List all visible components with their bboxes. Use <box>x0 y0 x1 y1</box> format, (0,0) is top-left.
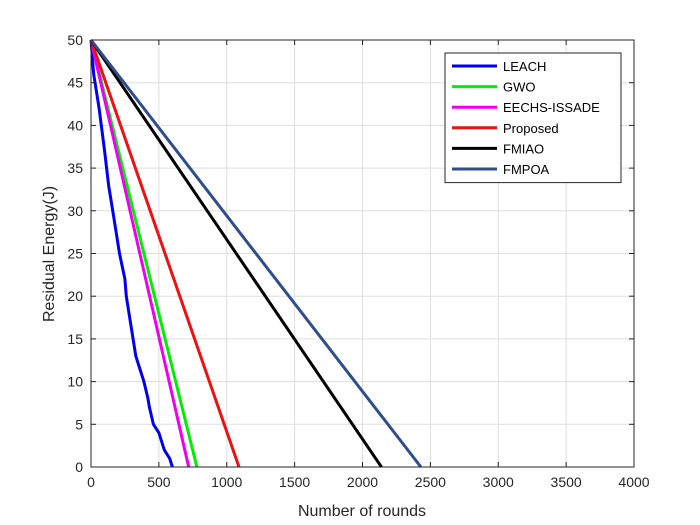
series-line-eechs-issade <box>89 39 191 468</box>
y-tick-label: 45 <box>67 75 83 91</box>
series-line-fmpoa <box>89 39 423 468</box>
y-tick-label: 35 <box>67 160 83 176</box>
x-tick-label: 3000 <box>483 474 514 490</box>
y-tick-label: 0 <box>75 459 83 475</box>
y-tick-label: 20 <box>67 288 83 304</box>
x-tick-label: 2000 <box>347 474 378 490</box>
y-axis-label: Residual Energy(J) <box>41 186 58 322</box>
legend-label-gwo: GWO <box>503 80 536 95</box>
y-tick-label: 30 <box>67 203 83 219</box>
series-line-leach <box>89 39 174 468</box>
series-line-fmiao <box>89 39 383 468</box>
x-axis-label: Number of rounds <box>298 503 426 520</box>
legend-label-fmpoa: FMPOA <box>503 162 550 177</box>
x-axis-ticks: 0 500 1000 1500 2000 2500 3000 3500 4000 <box>87 40 650 490</box>
x-tick-label: 500 <box>147 474 171 490</box>
y-tick-label: 50 <box>67 32 83 48</box>
legend: LEACH GWO EECHS-ISSADE Proposed FMIAO FMPOA <box>444 52 622 184</box>
legend-label-eechs-issade: EECHS-ISSADE <box>503 100 600 115</box>
x-tick-label: 3500 <box>551 474 582 490</box>
legend-label-leach: LEACH <box>503 59 546 74</box>
y-tick-label: 25 <box>67 246 83 262</box>
legend-label-proposed: Proposed <box>503 121 559 136</box>
y-tick-label: 15 <box>67 331 83 347</box>
series-line-proposed <box>89 39 241 468</box>
x-tick-label: 0 <box>87 474 95 490</box>
y-tick-label: 10 <box>67 374 83 390</box>
y-axis-ticks: 0 5 10 15 20 25 30 35 40 45 50 <box>67 32 634 475</box>
series-layer <box>89 39 423 468</box>
x-tick-label: 1500 <box>279 474 310 490</box>
x-tick-label: 1000 <box>211 474 242 490</box>
x-tick-label: 4000 <box>618 474 649 490</box>
y-tick-label: 5 <box>75 416 83 432</box>
legend-label-fmiao: FMIAO <box>503 141 544 156</box>
x-tick-label: 2500 <box>415 474 446 490</box>
legend-box <box>444 52 622 184</box>
y-tick-label: 40 <box>67 117 83 133</box>
